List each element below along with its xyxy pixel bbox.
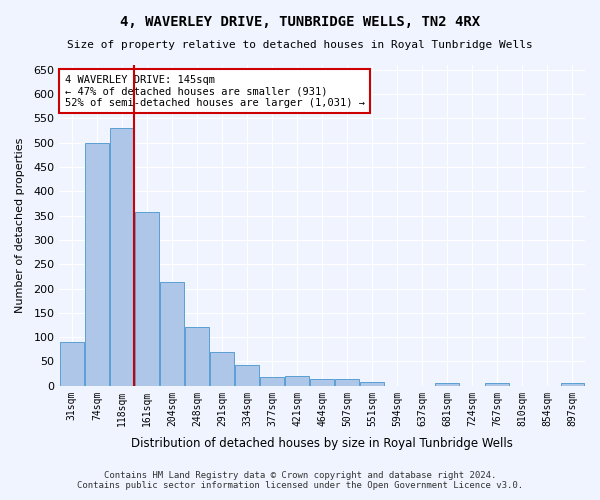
Bar <box>485 383 509 386</box>
Text: 4 WAVERLEY DRIVE: 145sqm
← 47% of detached houses are smaller (931)
52% of semi-: 4 WAVERLEY DRIVE: 145sqm ← 47% of detach… <box>65 74 365 108</box>
Bar <box>560 383 584 386</box>
Bar <box>285 376 309 386</box>
Bar <box>436 383 459 386</box>
Bar <box>60 342 84 386</box>
Bar <box>110 128 134 386</box>
Text: Size of property relative to detached houses in Royal Tunbridge Wells: Size of property relative to detached ho… <box>67 40 533 50</box>
Text: Contains HM Land Registry data © Crown copyright and database right 2024.
Contai: Contains HM Land Registry data © Crown c… <box>77 470 523 490</box>
Bar <box>335 380 359 386</box>
Bar <box>235 365 259 386</box>
Bar <box>135 212 159 386</box>
Bar <box>160 282 184 386</box>
Bar <box>361 382 384 386</box>
Bar <box>260 377 284 386</box>
Text: 4, WAVERLEY DRIVE, TUNBRIDGE WELLS, TN2 4RX: 4, WAVERLEY DRIVE, TUNBRIDGE WELLS, TN2 … <box>120 15 480 29</box>
Bar <box>210 352 234 386</box>
Bar <box>85 143 109 386</box>
X-axis label: Distribution of detached houses by size in Royal Tunbridge Wells: Distribution of detached houses by size … <box>131 437 513 450</box>
Y-axis label: Number of detached properties: Number of detached properties <box>15 138 25 313</box>
Bar <box>185 327 209 386</box>
Bar <box>310 380 334 386</box>
